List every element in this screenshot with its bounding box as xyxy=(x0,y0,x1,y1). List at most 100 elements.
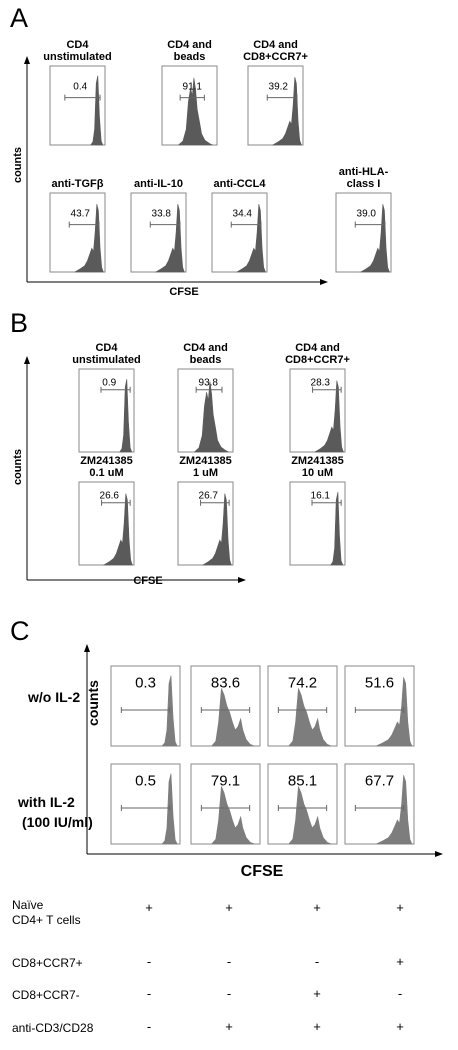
panel-c-axes: counts CFSE xyxy=(84,644,443,880)
panel-c-plot-1-3: 67.7 xyxy=(344,763,415,845)
histogram xyxy=(90,75,104,146)
panel-b-letter: B xyxy=(10,308,28,338)
plot-title: CD4 xyxy=(66,39,89,51)
plot-title: unstimulated xyxy=(72,354,140,366)
condition-mark: + xyxy=(313,986,321,1001)
gate-percentage: 0.4 xyxy=(73,82,87,93)
panel-a-plot-5: 34.4 anti-CCL4 xyxy=(211,178,268,273)
condition-mark: - xyxy=(398,986,402,1001)
panel-a-axes: counts CFSE xyxy=(12,56,328,298)
plot-title: ZM241385 xyxy=(80,455,133,467)
gate-percentage: 0.3 xyxy=(135,675,156,692)
panel-c-plot-1-1: 79.1 xyxy=(190,763,261,845)
plot-title: CD8+CCR7+ xyxy=(243,51,308,63)
gate-percentage: 0.5 xyxy=(135,773,156,790)
condition-label: CD8+CCR7+ xyxy=(12,956,83,970)
plot-title: beads xyxy=(174,51,206,63)
condition-mark: - xyxy=(315,954,319,969)
panel-c-y-label: counts xyxy=(85,680,101,726)
condition-mark: - xyxy=(147,986,151,1001)
gate-percentage: 34.4 xyxy=(233,209,253,220)
gate-percentage: 51.6 xyxy=(365,675,394,692)
panel-c-plot-1-0: 0.5 xyxy=(110,763,181,845)
panel-a-letter: A xyxy=(10,3,28,33)
gate-percentage: 39.2 xyxy=(269,82,289,93)
panel-a-x-label: CFSE xyxy=(169,286,198,298)
plot-title: ZM241385 xyxy=(179,455,232,467)
panel-c-plot-0-0: 0.3 xyxy=(110,665,181,747)
condition-row-2: CD8+CCR7- - - + - xyxy=(12,986,402,1002)
condition-label: anti-CD3/CD28 xyxy=(12,1021,94,1035)
panel-c-x-label: CFSE xyxy=(241,863,284,880)
gate-percentage: 0.9 xyxy=(102,378,116,389)
histogram xyxy=(375,677,413,747)
condition-mark: + xyxy=(396,954,404,969)
histogram xyxy=(330,491,344,566)
condition-mark: + xyxy=(396,1019,404,1034)
gate-percentage: 67.7 xyxy=(365,773,394,790)
plot-title: CD4 and xyxy=(167,39,212,51)
histogram xyxy=(177,77,213,146)
gate-percentage: 26.6 xyxy=(100,491,120,502)
histogram xyxy=(359,204,390,273)
gate-percentage: 85.1 xyxy=(288,773,317,790)
condition-mark: - xyxy=(227,986,231,1001)
histogram xyxy=(271,77,302,146)
histogram xyxy=(375,775,413,845)
plot-title: anti-CCL4 xyxy=(214,178,267,190)
histogram xyxy=(73,204,104,273)
plot-title: 10 uM xyxy=(302,467,333,479)
plot-title: class I xyxy=(347,178,381,190)
panel-c-letter: C xyxy=(10,616,30,646)
panel-c-plot-0-1: 83.6 xyxy=(190,665,261,747)
panel-b-x-label: CFSE xyxy=(133,575,162,587)
histogram xyxy=(154,204,185,273)
plot-title: ZM241385 xyxy=(291,455,344,467)
histogram xyxy=(211,786,255,845)
condition-mark: + xyxy=(225,1019,233,1034)
svg-text:(100 IU/ml): (100 IU/ml) xyxy=(22,814,93,830)
plot-title: 0.1 uM xyxy=(89,467,123,479)
condition-mark: - xyxy=(147,1019,151,1034)
plot-title: anti-IL-10 xyxy=(134,178,183,190)
gate-percentage: 26.7 xyxy=(199,491,219,502)
gate-percentage: 91.1 xyxy=(183,82,203,93)
panel-c-plot-0-2: 74.2 xyxy=(267,665,338,747)
histogram xyxy=(119,378,133,453)
condition-mark: + xyxy=(313,1019,321,1034)
condition-label: CD4+ T cells xyxy=(12,913,81,927)
panel-a-plot-4: 33.8 anti-IL-10 xyxy=(130,178,187,273)
condition-mark: + xyxy=(396,900,404,915)
panel-c-plot-1-2: 85.1 xyxy=(267,763,338,845)
panel-c-row-label-0: w/o IL-2 xyxy=(27,689,80,705)
panel-c-row-label-1: with IL-2 (100 IU/ml) xyxy=(17,794,93,830)
histogram xyxy=(235,204,266,273)
panel-b-y-label: counts xyxy=(12,449,24,485)
svg-text:with IL-2: with IL-2 xyxy=(17,794,75,810)
condition-row-1: CD8+CCR7+ - - - + xyxy=(12,954,404,970)
plot-title: CD4 xyxy=(95,342,118,354)
condition-label: CD8+CCR7- xyxy=(12,988,80,1002)
gate-percentage: 33.8 xyxy=(152,209,172,220)
gate-percentage: 16.1 xyxy=(311,491,331,502)
panel-b-axes: counts CFSE xyxy=(12,356,246,587)
panel-c-plot-0-3: 51.6 xyxy=(344,665,415,747)
condition-mark: + xyxy=(313,900,321,915)
histogram xyxy=(288,688,332,747)
plot-title: unstimulated xyxy=(43,51,111,63)
condition-mark: + xyxy=(225,900,233,915)
condition-label: Naïve xyxy=(12,898,44,912)
panel-a-plot-6: 39.0 anti-HLA-class I xyxy=(335,166,392,273)
